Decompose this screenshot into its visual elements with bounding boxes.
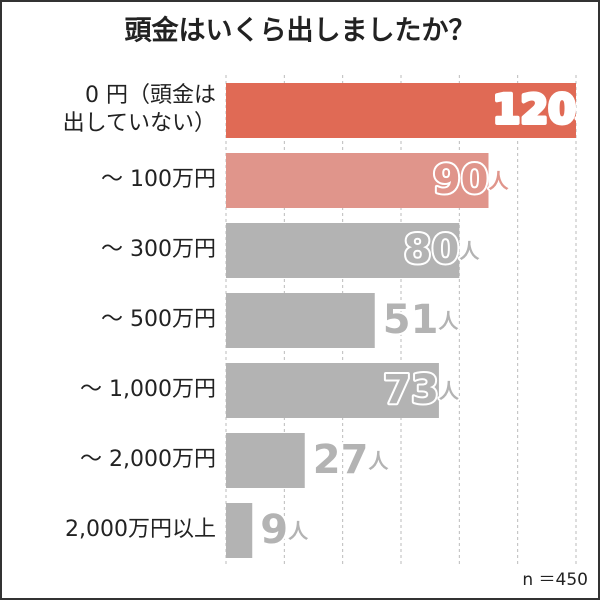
y-tick-label: ～ 500万円 (101, 307, 216, 332)
bar (226, 363, 439, 418)
y-tick-label: ～ 2,000万円 (80, 447, 216, 472)
value-unit: 人 (438, 309, 459, 333)
value-number: 27 (313, 437, 369, 483)
bar (226, 153, 489, 208)
y-tick-label: ～ 100万円 (101, 167, 216, 192)
value-number: 120 (493, 87, 577, 133)
value-number: 9 (260, 507, 288, 553)
y-tick-label: ～ 1,000万円 (80, 377, 216, 402)
bar (226, 83, 576, 138)
value-unit: 人 (576, 99, 597, 123)
y-tick-label: 2,000万円以上 (65, 517, 216, 542)
value-label: 27人 (313, 437, 390, 483)
value-unit: 人 (288, 519, 309, 543)
bar (226, 503, 253, 558)
bar (226, 293, 375, 348)
bar (226, 223, 460, 278)
value-label: 9人 (260, 507, 309, 553)
value-unit: 人 (368, 449, 389, 473)
value-number: 73 (383, 367, 439, 413)
value-number: 80 (404, 227, 460, 273)
y-tick-label: ～ 300万円 (101, 237, 216, 262)
value-number: 90 (433, 157, 489, 203)
value-label: 51人 (383, 297, 460, 343)
note: n ＝450 (522, 570, 588, 590)
y-tick-label: 出していない） (63, 111, 216, 136)
value-unit: 人 (459, 239, 480, 263)
value-unit: 人 (439, 379, 460, 403)
value-label: 80人 (404, 227, 481, 273)
value-label: 90人 (433, 157, 510, 203)
bar (226, 433, 305, 488)
value-label: 120人 (493, 87, 598, 133)
y-tick-label: 0 円（頭金は (85, 83, 216, 108)
value-number: 51 (383, 297, 439, 343)
value-label: 73人 (383, 367, 460, 413)
value-unit: 人 (489, 169, 510, 193)
chart-title: 頭金はいくら出しましたか？ (125, 15, 476, 47)
